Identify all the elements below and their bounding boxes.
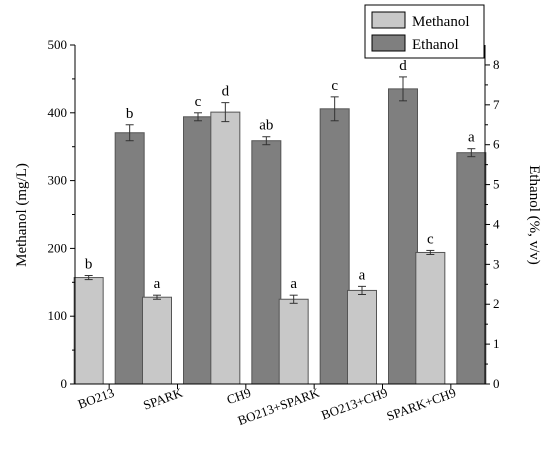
significance-label-ethanol: ab (259, 118, 273, 134)
right-axis-tick-label: 5 (493, 177, 500, 192)
legend-swatch-ethanol (371, 34, 406, 52)
bar-methanol (278, 298, 309, 385)
significance-label-methanol: d (222, 84, 230, 100)
left-axis-tick-label: 0 (61, 376, 68, 391)
bars-layer: b b a c d ab a c a d c a (73, 58, 487, 385)
right-axis-tick-label: 2 (493, 296, 500, 311)
right-axis-tick-label: 7 (493, 97, 500, 112)
right-axis-title: Ethanol (%, v/v) (526, 165, 542, 265)
significance-label-ethanol: b (126, 106, 134, 122)
significance-label-ethanol: a (468, 130, 475, 146)
left-axis-tick-label: 400 (48, 105, 68, 120)
significance-label-methanol: b (85, 257, 93, 273)
left-axis-tick-label: 100 (48, 308, 68, 323)
bar-methanol (415, 251, 446, 385)
left-axis-tick-label: 500 (48, 37, 68, 52)
x-axis-category-label: BO213+CH9 (319, 385, 389, 423)
x-axis-category-label: SPARK (141, 385, 185, 413)
bar-methanol (73, 277, 104, 385)
significance-label-ethanol: d (399, 58, 407, 74)
left-axis-tick-label: 300 (48, 173, 68, 188)
x-axis-category-label: CH9 (225, 385, 253, 407)
right-axis-tick-label: 6 (493, 137, 500, 152)
right-axis-tick-label: 8 (493, 57, 500, 72)
bar-ethanol (183, 116, 213, 385)
legend: Methanol Ethanol (364, 4, 485, 59)
legend-label-ethanol: Ethanol (412, 37, 459, 53)
bar-ethanol (114, 132, 145, 385)
x-axis-category-label: SPARK+CH9 (384, 385, 457, 424)
bar-ethanol (456, 152, 487, 385)
significance-label-methanol: a (154, 276, 161, 292)
left-axis-tick-label: 200 (48, 240, 68, 255)
bar-ethanol (388, 88, 418, 385)
bar-methanol (210, 111, 241, 385)
bar-methanol (347, 289, 377, 385)
right-axis-tick-label: 0 (493, 376, 500, 391)
right-axis-tick-label: 4 (493, 216, 500, 231)
x-axis-category-label: BO213 (76, 385, 116, 412)
legend-swatch-methanol (371, 11, 406, 29)
significance-label-ethanol: c (195, 94, 202, 110)
bar-ethanol (251, 140, 282, 385)
significance-label-methanol: a (290, 276, 297, 292)
left-axis-title: Methanol (mg/L) (14, 163, 30, 267)
significance-label-methanol: a (359, 267, 366, 283)
right-axis-tick-label: 3 (493, 256, 500, 271)
right-axis-tick-label: 1 (493, 336, 500, 351)
bar-ethanol (319, 108, 350, 385)
significance-label-methanol: c (427, 231, 434, 247)
legend-label-methanol: Methanol (412, 14, 470, 30)
bar-methanol (142, 296, 172, 385)
significance-label-ethanol: c (331, 78, 338, 94)
